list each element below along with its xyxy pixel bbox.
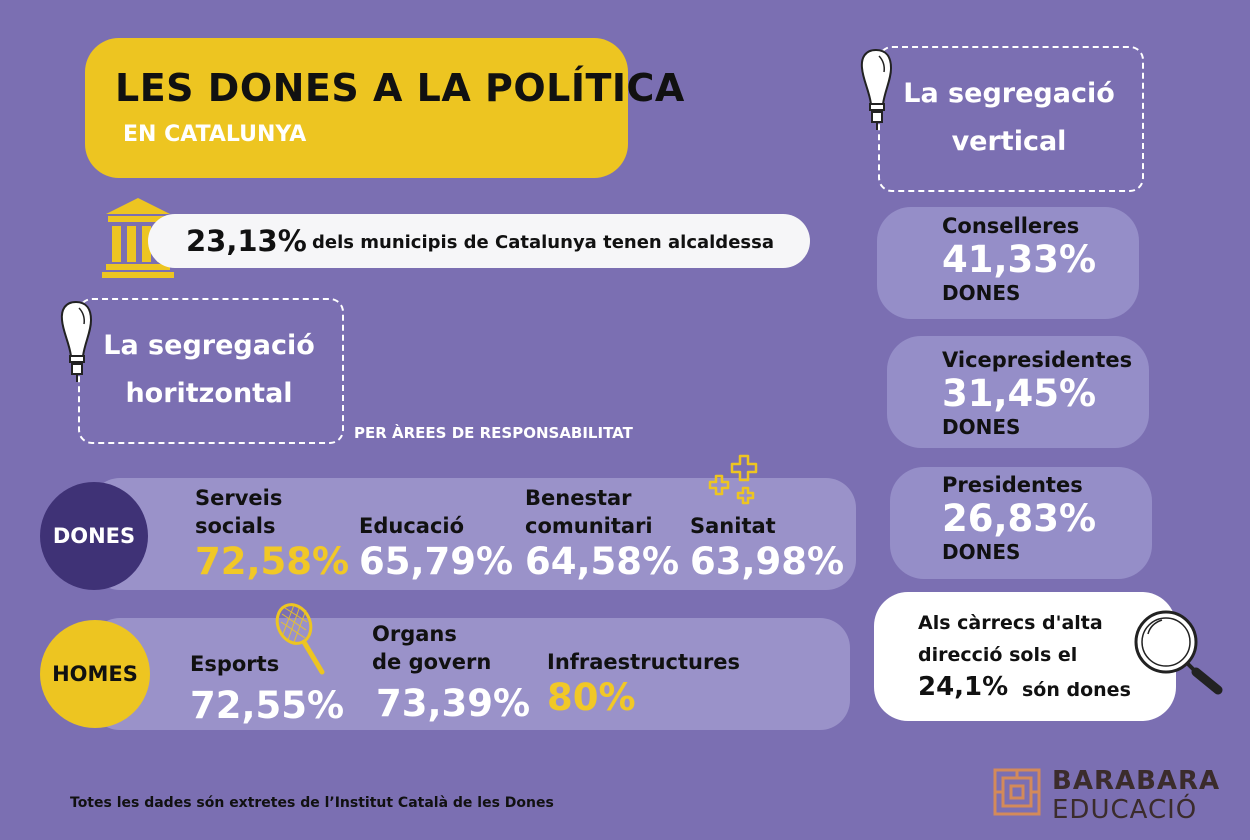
homes-item-infraestructures: Infraestructures 80%: [547, 620, 740, 719]
homes-item-percentage: 80%: [547, 676, 636, 719]
dones-badge: DONES: [40, 482, 148, 590]
plus-crosses-icon: [708, 454, 758, 505]
alta-direccio-box: [874, 592, 1176, 721]
dones-item-sanitat: Sanitat 63,98%: [690, 484, 844, 583]
dones-bar: [90, 478, 856, 590]
tennis-racket-icon: [275, 603, 325, 675]
dones-item-percentage: 72,58%: [195, 540, 350, 583]
dones-item-label: Benestar: [525, 486, 632, 510]
municipis-percentage: 23,13%: [186, 224, 307, 258]
homes-badge: HOMES: [40, 620, 150, 728]
stat-label: Vicepresidentes: [942, 348, 1133, 372]
vertical-heading: La segregació vertical: [880, 70, 1138, 166]
dones-item-percentage: 63,98%: [690, 540, 845, 583]
alta-tail: són dones: [1022, 679, 1131, 701]
municipis-pill: [148, 214, 810, 268]
dones-item-benestar-comunitari: Benestar comunitari 64,58%: [525, 484, 679, 583]
stat-percentage: 26,83%: [942, 497, 1097, 540]
dones-item-label: socials: [195, 514, 276, 538]
brand-logo-icon: [993, 768, 1041, 816]
stat-label: Presidentes: [942, 473, 1083, 497]
alta-percentage: 24,1%: [918, 672, 1009, 702]
stat-sublabel: DONES: [942, 415, 1021, 439]
dones-item-label: comunitari: [525, 514, 653, 538]
dones-item-serveis-socials: Serveis socials 72,58%: [195, 484, 349, 583]
dones-item-percentage: 64,58%: [525, 540, 680, 583]
homes-bar: [90, 618, 850, 730]
alta-line1: Als càrrecs d'alta: [918, 612, 1103, 634]
brand-name: BARABARA: [1052, 766, 1221, 796]
horizontal-heading: La segregació horitzontal: [80, 322, 338, 418]
stat-conselleres: Conselleres 41,33% DONES: [942, 214, 1096, 305]
stat-percentage: 31,45%: [942, 372, 1097, 415]
stat-sublabel: DONES: [942, 540, 1021, 564]
homes-item-percentage: 72,55%: [190, 684, 345, 727]
lightbulb-icon: [60, 300, 93, 382]
stat-presidentes: Presidentes 26,83% DONES: [942, 473, 1096, 564]
homes-item-label: Organs: [372, 622, 457, 646]
homes-item-label: de govern: [372, 650, 492, 674]
horizontal-heading-line1: La segregació: [103, 330, 315, 361]
alta-line2: direcció sols el: [918, 644, 1078, 666]
stat-label: Conselleres: [942, 214, 1080, 238]
responsibility-areas-label: PER ÀREES DE RESPONSABILITAT: [354, 424, 633, 442]
stat-vicepresidentes: Vicepresidentes 31,45% DONES: [942, 348, 1132, 439]
homes-item-label: Esports: [190, 652, 280, 676]
dones-item-educacio: Educació 65,79%: [359, 484, 513, 583]
homes-item-esports: Esports 72,55%: [190, 622, 344, 727]
stat-box-presidentes: [890, 467, 1152, 579]
horizontal-heading-line2: horitzontal: [125, 378, 293, 409]
dones-item-label: Sanitat: [690, 514, 776, 538]
footer-source: Totes les dades són extretes de l’Instit…: [70, 795, 554, 811]
dones-item-label: Educació: [359, 514, 465, 538]
stat-box-vicepresidentes: [887, 336, 1149, 448]
homes-item-percentage: 73,39%: [376, 682, 531, 725]
lightbulb-icon: [860, 48, 893, 130]
brand-subname: EDUCACIÓ: [1052, 795, 1198, 825]
homes-item-label: Infraestructures: [547, 650, 741, 674]
homes-item-organs-de-govern: Organs de govern 73,39%: [372, 620, 530, 725]
stat-sublabel: DONES: [942, 281, 1021, 305]
dones-item-label: [359, 484, 513, 512]
title-banner: [85, 38, 628, 178]
vertical-heading-line1: La segregació: [903, 78, 1115, 109]
vertical-heading-line2: vertical: [951, 126, 1067, 157]
magnifier-icon: [1134, 610, 1223, 695]
page-title: LES DONES A LA POLÍTICA: [115, 66, 685, 110]
municipis-text: dels municipis de Catalunya tenen alcald…: [312, 232, 774, 253]
dones-item-percentage: 65,79%: [359, 540, 514, 583]
stat-percentage: 41,33%: [942, 238, 1097, 281]
stat-box-conselleres: [877, 207, 1139, 319]
page-subtitle: EN CATALUNYA: [123, 122, 307, 147]
dones-item-label: Serveis: [195, 486, 283, 510]
homes-item-label: [547, 620, 740, 648]
